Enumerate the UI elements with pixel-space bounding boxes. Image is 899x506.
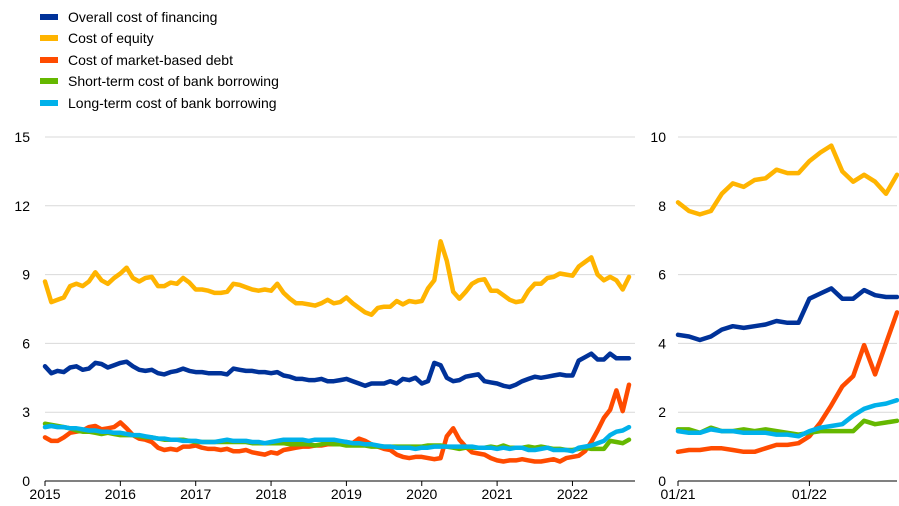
y-tick-label: 15 bbox=[14, 129, 30, 145]
legend-item: Long-term cost of bank borrowing bbox=[40, 92, 279, 114]
legend-item: Overall cost of financing bbox=[40, 6, 279, 28]
y-tick-label: 9 bbox=[22, 267, 30, 283]
cost-of-equity-line bbox=[675, 143, 899, 217]
overall-cost-of-financing-line bbox=[675, 286, 899, 343]
x-tick-label: 2016 bbox=[105, 486, 136, 502]
y-tick-label: 6 bbox=[22, 335, 30, 351]
long-term-cost-of-bank-borrowing-line bbox=[42, 423, 632, 454]
legend-label: Short-term cost of bank borrowing bbox=[68, 73, 279, 90]
y-tick-label: 6 bbox=[658, 267, 666, 283]
legend-swatch bbox=[40, 35, 58, 42]
x-tick-label: 2015 bbox=[29, 486, 60, 502]
y-tick-label: 0 bbox=[22, 473, 30, 489]
legend-label: Long-term cost of bank borrowing bbox=[68, 94, 277, 111]
legend-item: Cost of equity bbox=[40, 28, 279, 50]
main-chart-panel: 0 3 6 9 12 15 2015 2016 2017 2018 2019 2020 2021 2022 bbox=[14, 129, 635, 502]
cost-of-market-based-debt-line bbox=[675, 310, 899, 455]
x-tick-label: 2020 bbox=[406, 486, 437, 502]
legend-item: Short-term cost of bank borrowing bbox=[40, 71, 279, 93]
x-tick-label: 2019 bbox=[331, 486, 362, 502]
legend-item: Cost of market-based debt bbox=[40, 49, 279, 71]
overall-cost-of-financing-line bbox=[42, 351, 632, 390]
y-tick-label: 2 bbox=[658, 404, 666, 420]
cost-of-equity-line bbox=[42, 239, 632, 317]
x-tick-label: 2017 bbox=[180, 486, 211, 502]
x-tick-label: 2021 bbox=[482, 486, 513, 502]
legend-swatch bbox=[40, 78, 58, 85]
x-tick-label: 2018 bbox=[255, 486, 286, 502]
x-tick-label: 2022 bbox=[557, 486, 588, 502]
legend-swatch bbox=[40, 56, 58, 63]
chart-legend: Overall cost of financing Cost of equity C… bbox=[40, 6, 279, 114]
y-tick-label: 3 bbox=[22, 404, 30, 420]
legend-swatch bbox=[40, 13, 58, 20]
y-tick-label: 8 bbox=[658, 198, 666, 214]
zoom-chart-panel: 0 2 4 6 8 10 01/21 01/22 bbox=[650, 129, 899, 502]
y-tick-label: 4 bbox=[658, 335, 666, 351]
y-tick-label: 12 bbox=[14, 198, 30, 214]
long-term-cost-of-bank-borrowing-line bbox=[675, 397, 899, 439]
legend-label: Cost of equity bbox=[68, 30, 154, 47]
x-tick-label: 01/22 bbox=[792, 486, 827, 502]
x-tick-label: 01/21 bbox=[660, 486, 695, 502]
legend-swatch bbox=[40, 99, 58, 106]
legend-label: Cost of market-based debt bbox=[68, 51, 233, 68]
y-tick-label: 10 bbox=[650, 129, 666, 145]
y-tick-label: 0 bbox=[658, 473, 666, 489]
legend-label: Overall cost of financing bbox=[68, 8, 218, 25]
